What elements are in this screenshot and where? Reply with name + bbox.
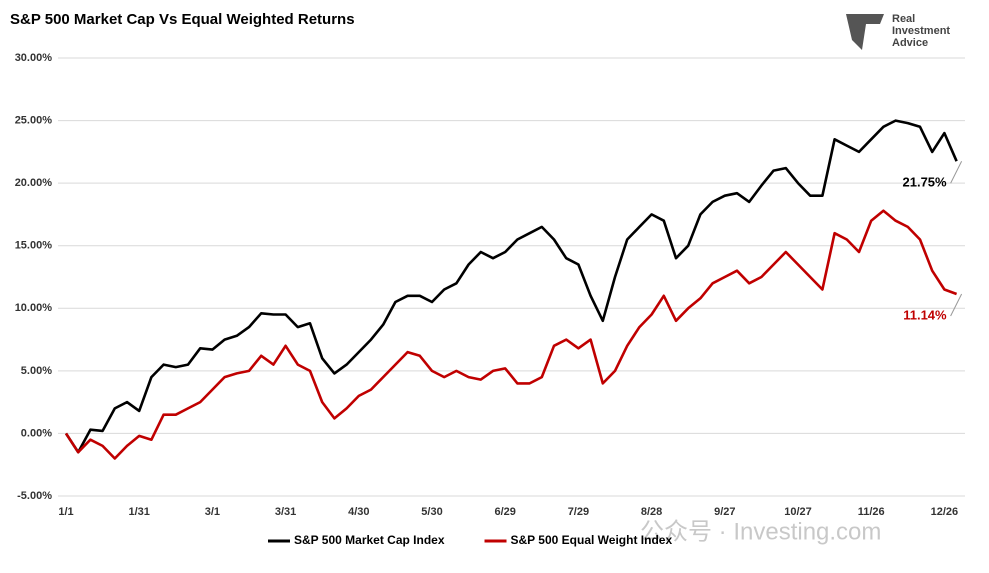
- y-tick-label: 10.00%: [15, 302, 53, 314]
- x-tick-label: 12/26: [931, 506, 959, 518]
- x-tick-label: 5/30: [421, 506, 442, 518]
- y-tick-label: 5.00%: [21, 365, 52, 377]
- y-tick-label: 0.00%: [21, 427, 52, 439]
- x-tick-label: 6/29: [494, 506, 515, 518]
- y-tick-label: 30.00%: [15, 52, 53, 64]
- watermark: 公众号 · Investing.com: [640, 518, 881, 545]
- x-tick-label: 1/1: [58, 506, 73, 518]
- x-tick-label: 10/27: [784, 506, 812, 518]
- y-tick-label: -5.00%: [17, 490, 52, 502]
- logo-text: Advice: [892, 37, 928, 49]
- logo-text: Investment: [892, 25, 950, 37]
- leader-line: [950, 161, 963, 184]
- data-label: 21.75%: [903, 175, 948, 190]
- x-tick-label: 4/30: [348, 506, 369, 518]
- x-tick-label: 8/28: [641, 506, 662, 518]
- x-tick-label: 7/29: [568, 506, 589, 518]
- logo-text: Real: [892, 13, 915, 25]
- x-tick-label: 3/31: [275, 506, 296, 518]
- series-line: [64, 119, 958, 454]
- logo: Real Investment Advice: [846, 13, 950, 50]
- legend-label: S&P 500 Market Cap Index: [294, 533, 445, 547]
- x-tick-label: 1/31: [128, 506, 149, 518]
- logo-icon: [846, 14, 884, 50]
- x-tick-label: 3/1: [205, 506, 220, 518]
- chart-title: S&P 500 Market Cap Vs Equal Weighted Ret…: [10, 11, 355, 28]
- x-tick-label: 9/27: [714, 506, 735, 518]
- y-tick-label: 15.00%: [15, 240, 53, 252]
- legend-label: S&P 500 Equal Weight Index: [511, 533, 673, 547]
- data-label: 11.14%: [903, 307, 947, 322]
- legend-item: S&P 500 Equal Weight Index: [484, 533, 673, 547]
- leader-line: [950, 293, 963, 317]
- y-tick-label: 20.00%: [15, 177, 53, 189]
- series-line: [64, 209, 958, 460]
- x-tick-label: 11/26: [858, 506, 885, 518]
- legend-item: S&P 500 Market Cap Index: [268, 533, 445, 547]
- y-tick-label: 25.00%: [15, 114, 53, 126]
